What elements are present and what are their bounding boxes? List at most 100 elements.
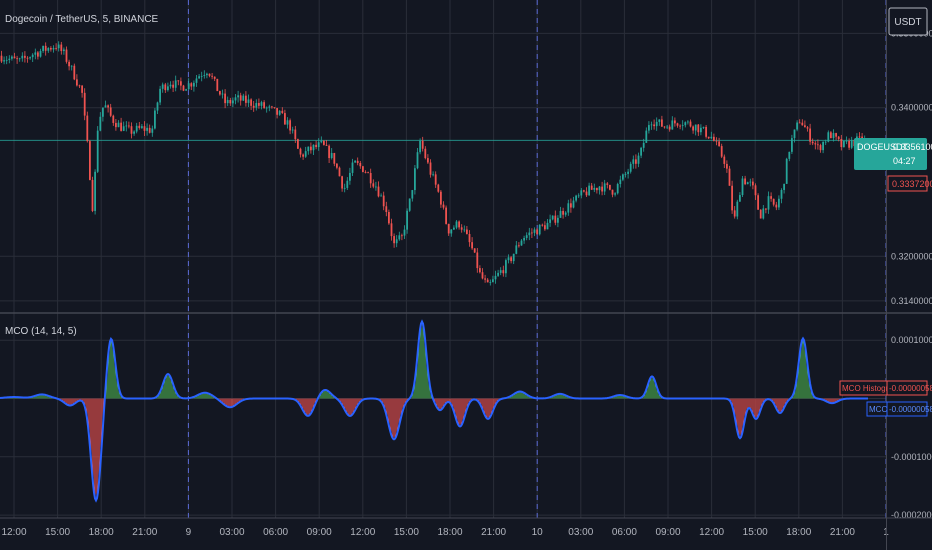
candle-body[interactable] (731, 185, 733, 211)
candle-body[interactable] (687, 121, 689, 123)
candle-body[interactable] (827, 132, 830, 142)
candle-body[interactable] (398, 235, 401, 240)
candle-body[interactable] (518, 245, 520, 247)
candle-body[interactable] (598, 186, 601, 191)
candle-body[interactable] (554, 215, 557, 223)
candle-body[interactable] (726, 163, 728, 169)
candle-body[interactable] (533, 229, 536, 233)
candle-body[interactable] (169, 84, 172, 87)
candle-body[interactable] (796, 122, 798, 130)
candle-body[interactable] (388, 212, 390, 224)
candle-body[interactable] (806, 127, 809, 129)
candle-body[interactable] (754, 185, 757, 196)
candle-body[interactable] (216, 78, 219, 92)
candle-body[interactable] (182, 85, 185, 91)
candle-body[interactable] (164, 84, 167, 91)
candle-body[interactable] (341, 176, 343, 189)
candle-body[interactable] (112, 115, 115, 123)
candle-body[interactable] (804, 125, 806, 128)
candle-body[interactable] (840, 138, 843, 148)
candle-body[interactable] (559, 210, 562, 218)
candle-body[interactable] (616, 184, 619, 194)
candle-body[interactable] (541, 224, 544, 226)
candle-body[interactable] (759, 209, 762, 219)
candle-body[interactable] (814, 143, 817, 145)
candle-body[interactable] (5, 59, 8, 61)
candle-body[interactable] (57, 44, 60, 49)
candle-body[interactable] (328, 145, 330, 159)
candle-body[interactable] (819, 145, 822, 151)
candle-body[interactable] (297, 139, 299, 149)
indicator-title[interactable]: MCO (14, 14, 5) (5, 326, 77, 337)
candle-body[interactable] (255, 103, 258, 108)
candle-body[interactable] (354, 160, 356, 163)
candle-body[interactable] (211, 75, 213, 77)
candle-body[interactable] (284, 113, 286, 125)
candle-body[interactable] (299, 148, 302, 155)
candle-body[interactable] (450, 229, 453, 234)
candle-body[interactable] (468, 233, 471, 243)
candle-body[interactable] (122, 126, 125, 131)
candle-body[interactable] (588, 185, 590, 196)
candle-body[interactable] (151, 128, 154, 133)
candle-body[interactable] (421, 140, 424, 149)
candle-body[interactable] (323, 140, 325, 145)
candle-body[interactable] (596, 187, 598, 191)
candle-body[interactable] (466, 229, 468, 234)
candle-body[interactable] (304, 151, 307, 157)
candle-body[interactable] (791, 138, 793, 152)
candle-body[interactable] (195, 78, 198, 83)
candle-body[interactable] (770, 196, 772, 199)
candle-body[interactable] (432, 174, 434, 176)
candle-body[interactable] (44, 45, 47, 51)
candle-body[interactable] (606, 183, 609, 185)
candle-body[interactable] (463, 229, 466, 231)
candle-body[interactable] (447, 223, 450, 234)
candle-body[interactable] (780, 189, 783, 199)
candle-body[interactable] (601, 186, 603, 192)
candle-body[interactable] (744, 178, 746, 185)
candle-body[interactable] (694, 124, 697, 131)
candle-body[interactable] (546, 222, 549, 230)
candle-body[interactable] (237, 95, 239, 98)
candle-body[interactable] (627, 171, 629, 174)
candle-body[interactable] (133, 131, 135, 134)
candle-body[interactable] (174, 80, 177, 88)
candle-body[interactable] (120, 122, 122, 131)
candle-body[interactable] (203, 75, 206, 76)
candle-body[interactable] (544, 225, 546, 230)
candle-body[interactable] (723, 156, 726, 164)
candle-body[interactable] (364, 171, 367, 173)
candle-body[interactable] (39, 50, 42, 57)
candle-body[interactable] (343, 187, 346, 189)
candle-body[interactable] (473, 248, 476, 253)
candle-body[interactable] (739, 195, 741, 202)
candle-body[interactable] (671, 120, 674, 130)
candle-body[interactable] (710, 136, 713, 139)
candle-body[interactable] (302, 154, 304, 157)
candle-body[interactable] (60, 44, 63, 52)
candle-body[interactable] (632, 159, 635, 164)
candle-body[interactable] (13, 56, 16, 59)
candle-body[interactable] (590, 185, 593, 190)
price-candles[interactable] (0, 41, 866, 286)
candle-body[interactable] (317, 142, 320, 148)
candle-body[interactable] (273, 107, 276, 109)
candle-body[interactable] (21, 55, 24, 59)
candle-body[interactable] (258, 103, 260, 106)
candle-body[interactable] (200, 75, 203, 77)
candle-body[interactable] (187, 83, 190, 90)
candle-body[interactable] (577, 195, 580, 197)
candle-body[interactable] (143, 126, 146, 131)
candle-body[interactable] (315, 144, 317, 148)
candle-body[interactable] (801, 122, 804, 126)
candle-body[interactable] (395, 239, 398, 244)
candle-body[interactable] (658, 119, 661, 122)
candle-body[interactable] (70, 65, 73, 67)
candle-body[interactable] (767, 196, 770, 210)
candle-body[interactable] (294, 129, 297, 140)
candle-body[interactable] (310, 146, 312, 151)
candle-body[interactable] (843, 140, 845, 148)
candle-body[interactable] (177, 80, 180, 82)
candle-body[interactable] (471, 242, 473, 249)
